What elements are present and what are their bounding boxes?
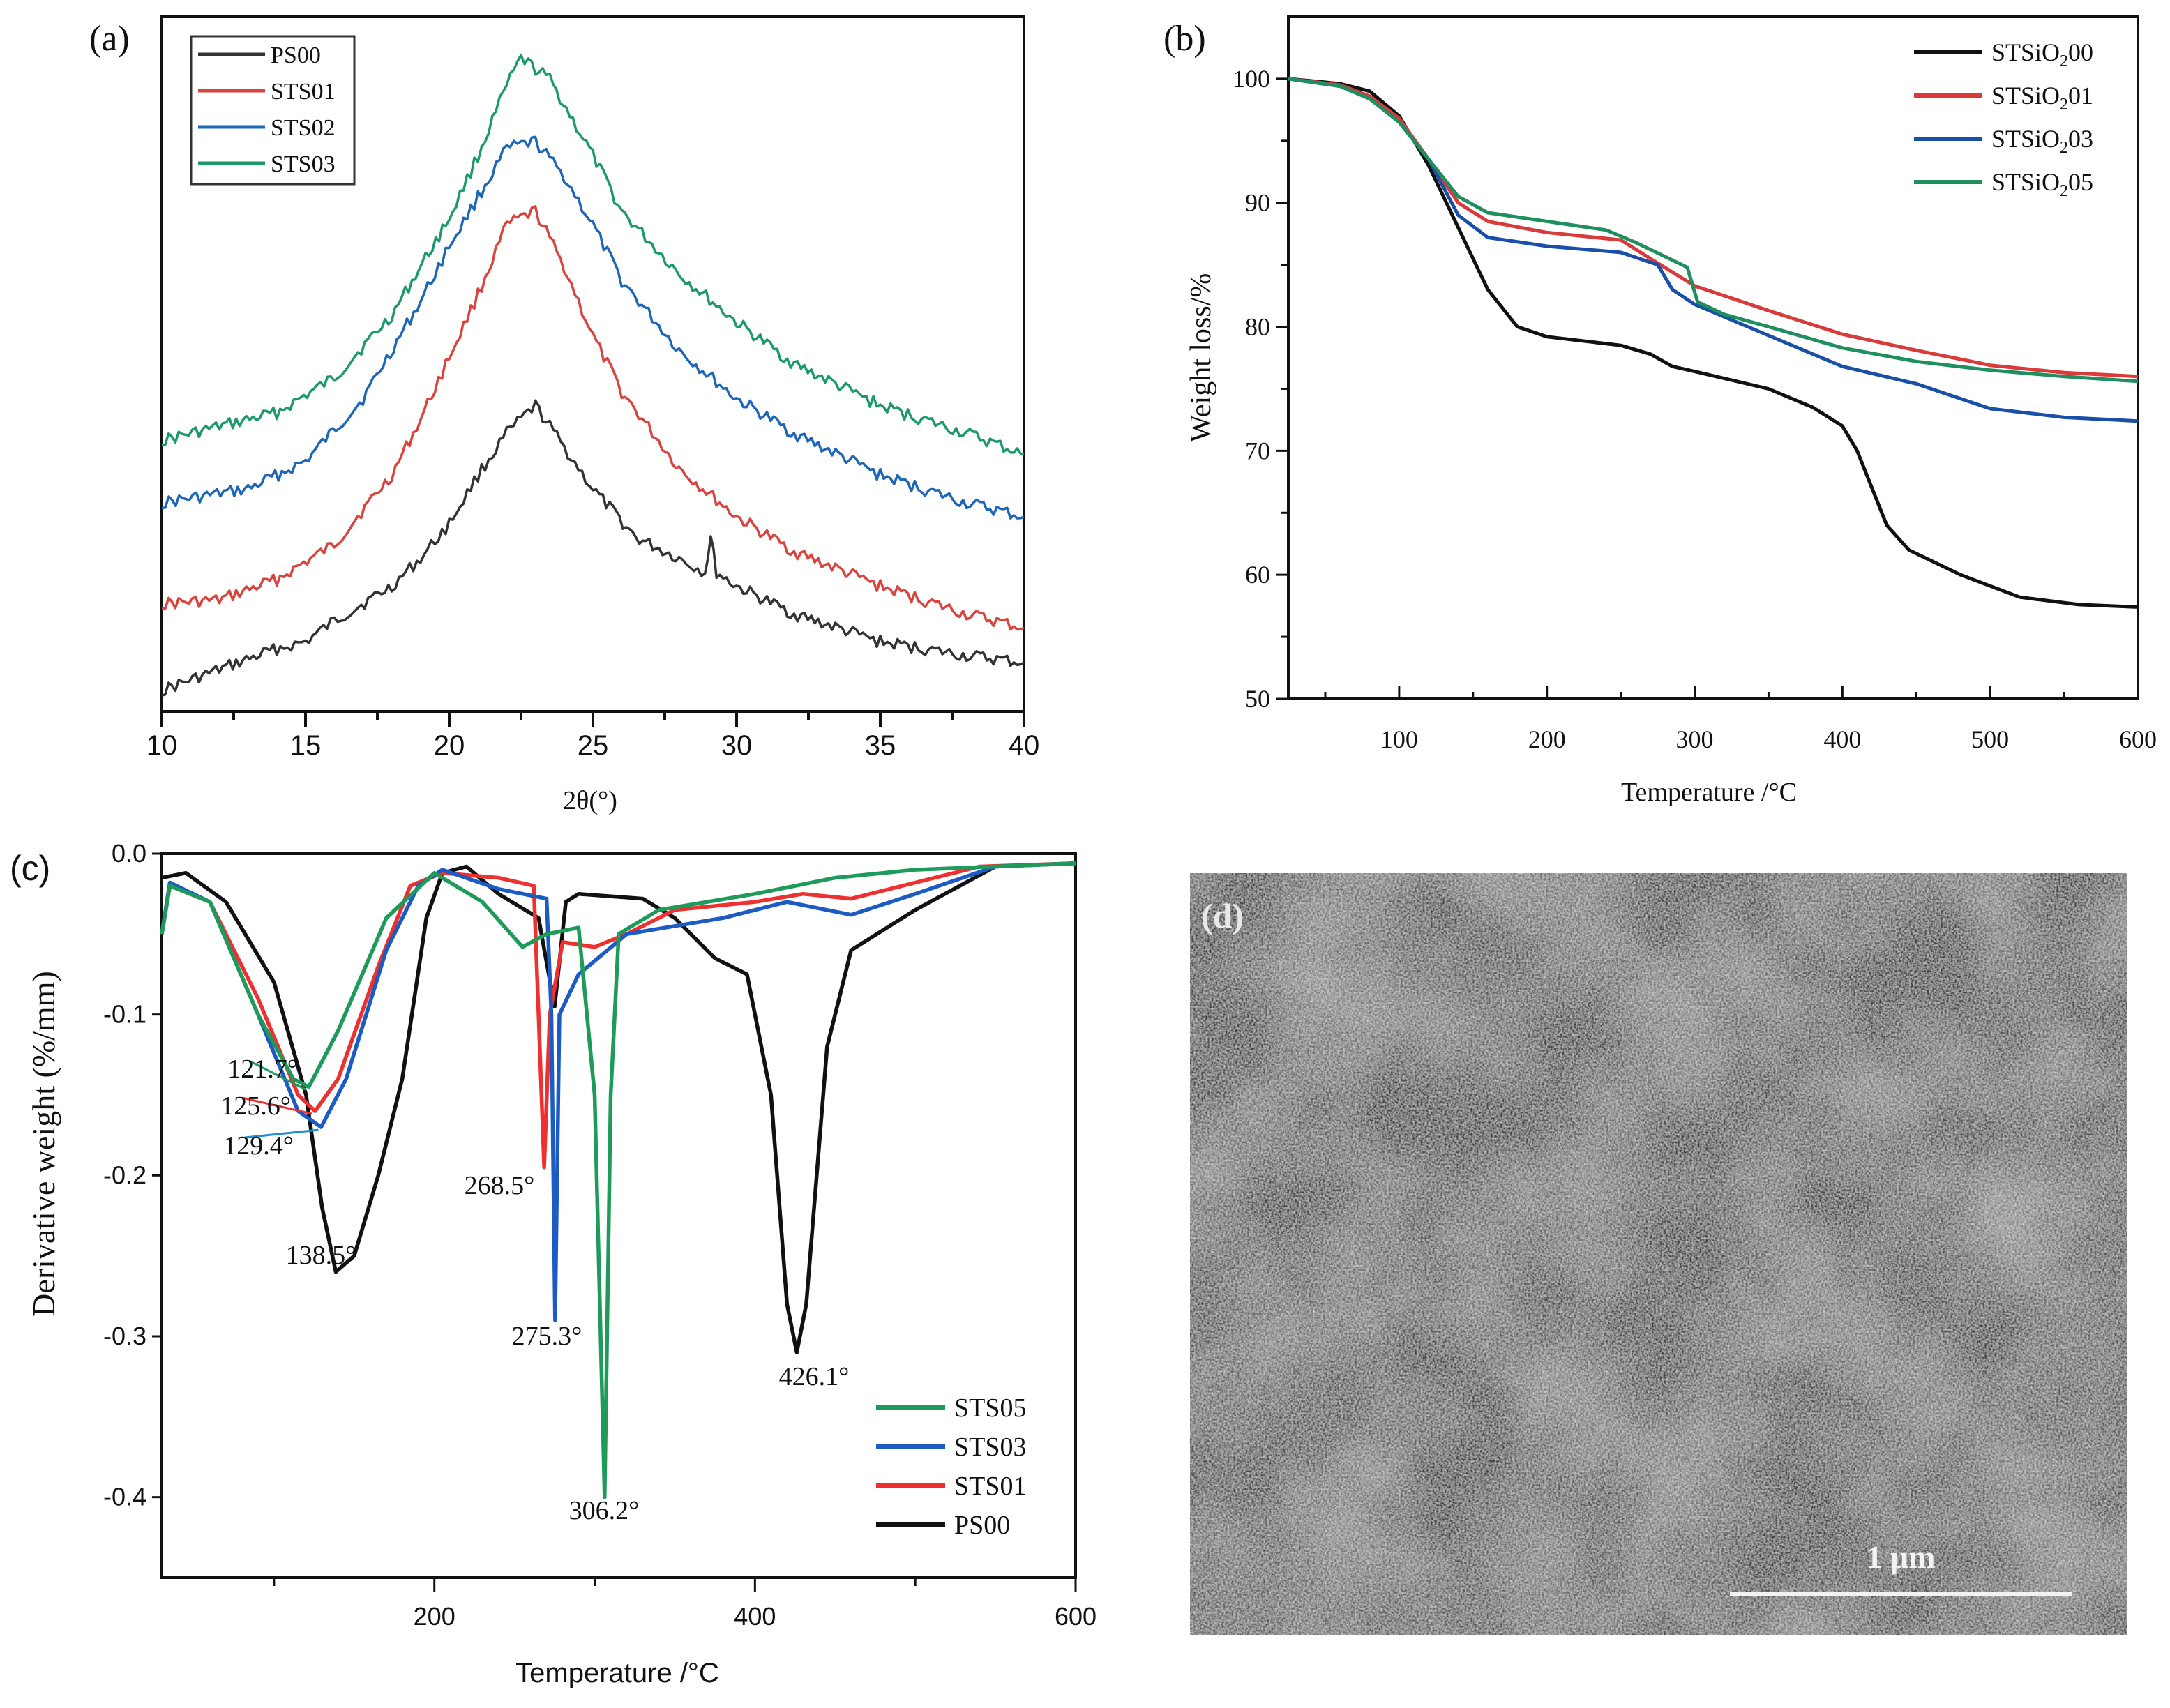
plot-frame-b (1287, 15, 2139, 700)
scale-bar (1730, 1592, 2072, 1596)
peak-annotation: 306.2° (569, 1496, 640, 1525)
x-axis-label-b: Temperature /°C (1621, 778, 1797, 807)
series-line-sts03 (161, 54, 1025, 456)
x-tick-label-c: 200 (414, 1602, 455, 1631)
peak-annotation: 129.4° (223, 1131, 294, 1161)
peak-annotation: 125.6° (220, 1091, 291, 1121)
peak-annotation: 121.7° (227, 1055, 298, 1084)
peak-annotation: 138.5° (286, 1241, 356, 1270)
legend-label-main: STSiO (1991, 168, 2060, 196)
x-tick-label-b: 300 (1676, 725, 1714, 753)
annotation-leader-line (244, 1128, 319, 1139)
legend-a: PS00 STS01 STS02 STS03 (190, 35, 356, 186)
x-tick-label-b: 100 (1380, 725, 1418, 753)
x-tick-label-c: 600 (1055, 1602, 1097, 1631)
legend-label-subscript: 2 (2060, 52, 2068, 70)
panel-a-xrd-chart: (a) 10 15 20 25 30 35 40 PS00 STS01 STS02 STS03 2… (89, 15, 1040, 815)
legend-label-main: STSiO (1991, 82, 2060, 109)
y-tick-label-c: -0.4 (103, 1483, 146, 1511)
x-tick-label-a: 15 (290, 730, 322, 761)
legend-label-a: STS01 (271, 79, 336, 105)
legend-label-subscript: 2 (2060, 139, 2068, 157)
legend-label-c: PS00 (954, 1511, 1010, 1540)
series-line-ps00 (161, 861, 1076, 1354)
series-line-sts05 (160, 861, 1076, 1499)
legend-label-c: STS01 (954, 1472, 1026, 1501)
peak-annotation: 268.5° (465, 1171, 535, 1200)
panel-label-d: (d) (1201, 896, 1244, 935)
y-tick-label-c: -0.1 (103, 1000, 146, 1029)
panel-label-c: (c) (10, 849, 50, 888)
legend-label-a: PS00 (271, 43, 321, 68)
series-line-stsio2-00 (1288, 77, 2139, 609)
x-axis-label-c: Temperature /°C (515, 1658, 719, 1688)
panel-label-b: (b) (1163, 19, 1206, 59)
y-tick-label-c: -0.3 (103, 1322, 146, 1350)
series-line-stsio2-01 (1288, 77, 2139, 379)
y-tick-label-b: 70 (1245, 437, 1270, 464)
x-tick-label-a: 30 (721, 730, 753, 761)
y-tick-label-b: 90 (1245, 189, 1270, 217)
legend-label-tail: 00 (2068, 38, 2093, 66)
x-axis-label-a: 2θ(°) (563, 786, 617, 815)
x-tick-label-b: 400 (1823, 725, 1861, 753)
x-tick-label-b: 200 (1528, 725, 1566, 753)
x-tick-label-a: 10 (146, 730, 178, 761)
y-tick-label-b: 50 (1245, 685, 1270, 713)
x-tick-label-c: 400 (734, 1602, 776, 1631)
y-tick-label-b: 80 (1245, 313, 1270, 341)
series-line-sts01 (161, 205, 1025, 631)
legend-label-c: STS05 (954, 1393, 1026, 1423)
y-tick-label-c: -0.2 (103, 1161, 146, 1189)
legend-label-c: STS03 (954, 1433, 1026, 1462)
y-tick-label-b: 100 (1233, 65, 1270, 93)
series-line-ps00 (161, 399, 1025, 697)
legend-label-b: STSiO203 (1991, 125, 2093, 157)
x-tick-label-a: 40 (1009, 730, 1040, 761)
panel-d-sem-image: (d) 1 μm (1190, 873, 2127, 1635)
legend-label-subscript: 2 (2060, 96, 2068, 114)
annotation-leader-line (241, 1096, 313, 1115)
sem-micrograph (1190, 873, 2127, 1635)
panel-c-dtg-chart: (c) 200 400 600 0.0 -0.1 -0.2 -0.3 -0.4 121.7° 1… (10, 839, 1097, 1688)
legend-label-tail: 03 (2068, 125, 2093, 153)
series-line-stsio2-05 (1288, 77, 2139, 384)
legend-label-a: STS03 (271, 151, 336, 177)
peak-annotation: 426.1° (779, 1362, 850, 1391)
legend-label-tail: 05 (2068, 168, 2093, 196)
legend-c: STS05 STS03 STS01 PS00 (876, 1393, 1026, 1540)
x-tick-label-b: 600 (2119, 725, 2157, 753)
y-tick-label-c: 0.0 (112, 839, 146, 868)
legend-label-main: STSiO (1991, 125, 2060, 153)
legend-label-b: STSiO200 (1991, 38, 2093, 70)
legend-label-subscript: 2 (2060, 182, 2068, 200)
x-tick-label-a: 25 (578, 730, 609, 761)
legend-label-tail: 01 (2068, 82, 2093, 109)
y-axis-label-c: Derivative weight (%/mm) (26, 971, 61, 1317)
peak-annotation: 275.3° (512, 1322, 582, 1351)
y-axis-label-b: Weight loss/% (1185, 273, 1217, 443)
y-tick-label-b: 60 (1245, 561, 1270, 589)
plot-frame-c (160, 852, 1077, 1579)
annotation-leader-line (248, 1059, 307, 1091)
legend-label-a: STS02 (271, 115, 336, 141)
x-tick-label-b: 500 (1971, 725, 2009, 753)
legend-label-b: STSiO201 (1991, 82, 2093, 114)
series-line-sts01 (160, 861, 1076, 1170)
legend-label-b: STSiO205 (1991, 168, 2093, 200)
legend-label-main: STSiO (1991, 38, 2060, 66)
scale-bar-label: 1 μm (1867, 1539, 1936, 1575)
panel-label-a: (a) (89, 19, 130, 59)
legend-box-a (190, 35, 356, 186)
series-line-sts03 (160, 861, 1076, 1322)
series-line-sts02 (161, 135, 1025, 520)
x-tick-label-a: 35 (865, 730, 896, 761)
x-tick-label-a: 20 (434, 730, 465, 761)
